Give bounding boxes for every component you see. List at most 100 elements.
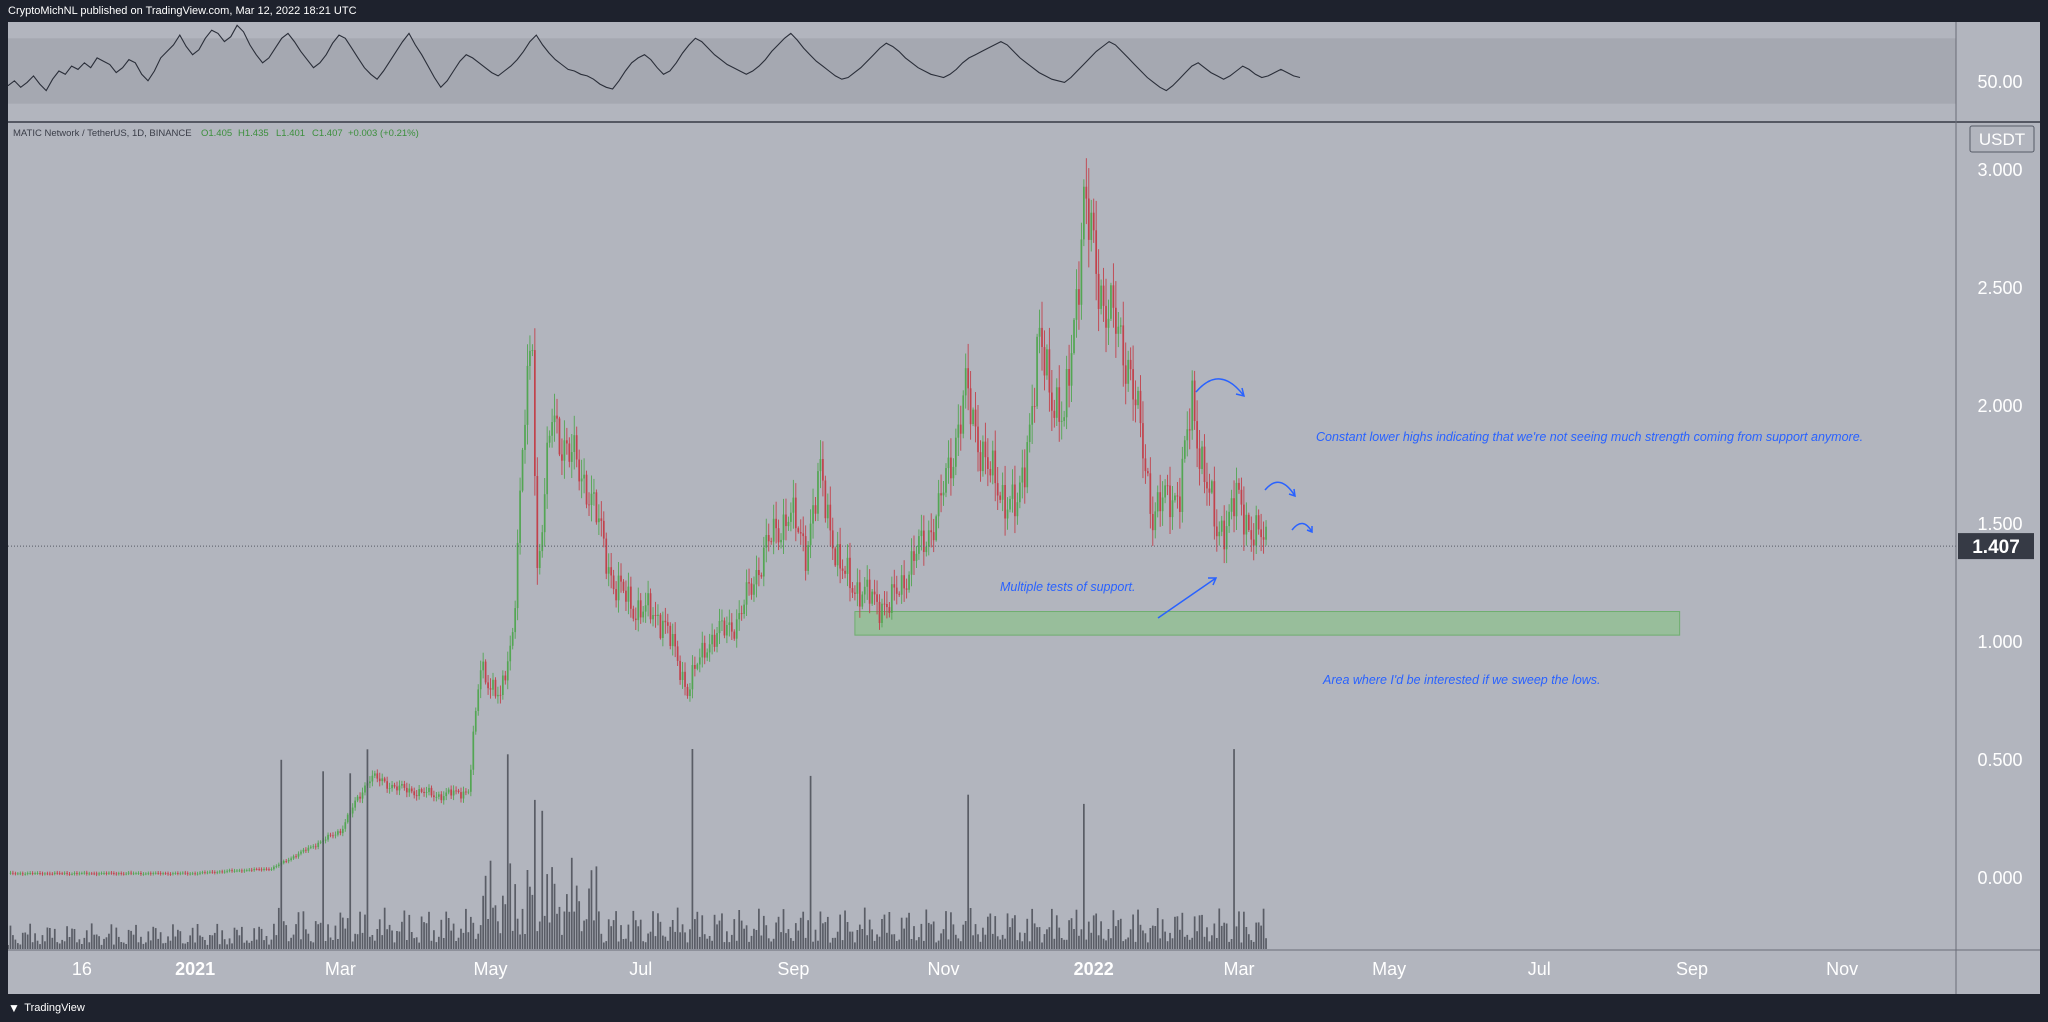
volume-bar [46,927,49,949]
candle-body [698,657,701,665]
candle-body [341,828,344,834]
candle-body [920,530,923,537]
volume-bar [383,907,386,949]
candle-body [910,551,913,575]
volume-bar [1220,925,1223,949]
price-pane[interactable]: 3.000 2.500 2.000 1.500 1.000 0.500 0.000 16 202… [8,158,2034,979]
candle-body [716,633,718,647]
candle-body [56,872,59,874]
currency-button[interactable]: USDT [1969,125,2035,153]
candle-body [452,790,455,796]
candle-body [863,586,866,595]
volume-bar [162,943,164,949]
volume-bar [1058,927,1061,949]
candle-body [53,872,56,874]
volume-bar [1026,918,1029,949]
candle-body [364,785,366,793]
candle-body [686,686,689,696]
volume-bar [561,934,563,949]
candle-body [849,557,851,589]
volume-bar [600,933,603,949]
volume-bar [1127,937,1130,949]
candle-body [886,604,888,608]
candle-body [1179,496,1181,512]
candle-body [531,350,534,351]
volume-bar [615,911,617,949]
volume-bar [723,942,726,949]
volume-bar [890,934,893,949]
candle-body [46,873,49,875]
candle-body [371,775,374,782]
candle-body [44,873,46,875]
candle-body [21,873,24,875]
candle-body [538,551,541,568]
candle-body [989,469,992,476]
candle-body [1228,511,1230,527]
volume-bar [122,942,125,949]
volume-bar [71,928,73,949]
candle-body [644,605,647,612]
volume-bar [378,919,381,949]
candle-body [98,873,100,875]
volume-bar [570,857,573,949]
chart-area[interactable]: 3.000 2.500 2.000 1.500 1.000 0.500 0.000 16 202… [8,22,2040,994]
candle-body [679,660,681,680]
candle-body [1031,406,1034,425]
candle-body [157,872,160,874]
volume-bar [73,929,76,949]
volume-bar [858,924,861,949]
volume-bar [497,921,499,949]
volume-bar [501,895,504,949]
volume-bar [969,908,972,949]
volume-bar [1171,938,1174,949]
candle-body [287,859,290,862]
tradingview-logo[interactable]: ▼ TradingView [8,1001,85,1015]
volume-bar [465,908,467,949]
candle-body [558,418,561,455]
candle-body [533,350,536,476]
candle-body [127,872,130,874]
candle-body [782,514,785,540]
candle-body [415,795,418,797]
candle-body [243,870,246,872]
candle-body [9,872,12,874]
volume-bar [236,929,238,949]
candle-body [785,514,787,527]
volume-bar [223,939,226,949]
volume-bar [1176,916,1179,949]
volume-bar [61,939,64,949]
volume-bar [684,932,686,949]
volume-bar [881,919,883,949]
candle-body [1083,186,1085,240]
candle-body [204,872,206,874]
volume-bar [546,874,549,949]
candle-body [314,846,317,848]
candle-body [630,586,632,609]
candle-body [858,582,861,607]
support-zone [854,611,1681,636]
volume-bar [511,930,514,949]
volume-bar [339,912,342,949]
candle-body [312,846,315,848]
candle-body [982,441,984,472]
candle-body [765,535,768,548]
volume-bar [873,940,876,949]
volume-bar [280,759,283,949]
candle-body [790,512,792,522]
volume-bar [285,925,288,949]
candle-body [1156,492,1159,512]
candle-body [615,589,617,601]
candle-body [639,600,642,618]
volume-bar [509,863,512,949]
candle-body [1265,526,1267,540]
candle-body [1065,369,1068,418]
volume-bar [68,937,71,949]
volume-bar [1122,941,1125,949]
curved-arrow-icon [1195,378,1245,397]
annotation-lower-highs: Constant lower highs indicating that we'… [1316,430,1863,444]
candle-body [501,675,504,695]
candle-body [797,528,800,533]
volume-bar [115,927,118,949]
volume-bar [807,920,809,949]
candle-body [1220,520,1223,532]
